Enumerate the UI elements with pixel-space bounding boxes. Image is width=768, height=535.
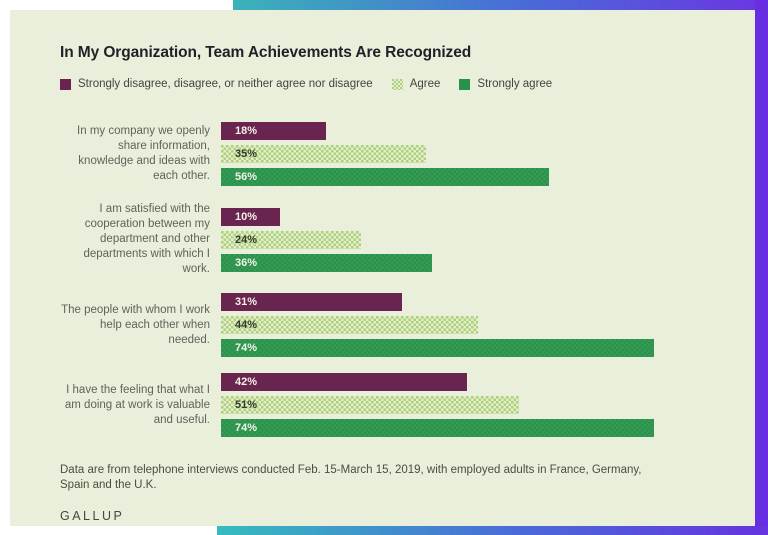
bar-value-label: 10%	[235, 210, 258, 223]
bar-disagree: 18%	[221, 122, 327, 140]
bar-strongly: 74%	[221, 419, 654, 437]
bar-disagree: 10%	[221, 207, 280, 226]
bar-stack: 10% 24% 36%	[221, 207, 715, 272]
bar-stack: 31% 44% 74%	[221, 293, 715, 357]
category-label: The people with whom I work help each ot…	[61, 303, 210, 346]
bar-disagree: 42%	[221, 373, 467, 391]
bar-strongly: 36%	[221, 253, 432, 272]
category-label: I have the feeling that what I am doing …	[64, 383, 210, 426]
bottom-accent-gradient-bar	[217, 526, 768, 535]
gallup-logo: GALLUP	[60, 509, 125, 523]
bar-chart: In my company we openly share informatio…	[60, 122, 715, 437]
bar-strongly: 56%	[221, 168, 549, 186]
legend-label: Agree	[409, 78, 441, 90]
bar-value-label: 18%	[235, 125, 258, 137]
bar-value-label: 51%	[235, 399, 258, 411]
bar-agree: 35%	[221, 145, 426, 163]
legend-item-agree: Agree	[391, 78, 441, 90]
bar-value-label: 56%	[235, 171, 258, 183]
bar-agree: 24%	[221, 230, 362, 249]
chart-card: In My Organization, Team Achievements Ar…	[10, 10, 755, 526]
bar-value-label: 74%	[235, 342, 258, 354]
legend-item-strongly: Strongly agree	[459, 78, 552, 90]
right-accent-bar	[755, 0, 768, 535]
bar-value-label: 24%	[235, 233, 258, 246]
bar-value-label: 31%	[235, 296, 258, 308]
chart-title: In My Organization, Team Achievements Ar…	[60, 44, 472, 61]
category-label: In my company we openly share informatio…	[77, 125, 210, 182]
legend-label: Strongly agree	[477, 78, 553, 90]
bar-value-label: 74%	[235, 422, 258, 434]
legend-label: Strongly disagree, disagree, or neither …	[78, 78, 373, 90]
bar-strongly: 74%	[221, 339, 654, 357]
top-accent-gradient-bar	[233, 0, 768, 11]
bar-stack: 42% 51% 74%	[221, 373, 715, 437]
chart-group: In my company we openly share informatio…	[60, 122, 715, 186]
bar-agree: 51%	[221, 396, 520, 414]
legend-swatch-agree-icon	[391, 78, 403, 90]
category-label: I am satisfied with the cooperation betw…	[83, 203, 210, 275]
bar-value-label: 42%	[235, 376, 258, 388]
footnote: Data are from telephone interviews condu…	[60, 464, 642, 491]
legend: Strongly disagree, disagree, or neither …	[60, 78, 715, 90]
bar-disagree: 31%	[221, 293, 403, 311]
legend-swatch-strongly-icon	[459, 78, 471, 90]
bar-value-label: 44%	[235, 319, 258, 331]
legend-swatch-disagree-icon	[60, 78, 71, 90]
bar-agree: 44%	[221, 316, 479, 334]
legend-item-disagree: Strongly disagree, disagree, or neither …	[60, 78, 373, 90]
chart-group: I am satisfied with the cooperation betw…	[60, 202, 715, 277]
bar-value-label: 36%	[235, 256, 258, 269]
chart-group: I have the feeling that what I am doing …	[60, 373, 715, 437]
bar-stack: 18% 35% 56%	[221, 122, 715, 186]
chart-group: The people with whom I work help each ot…	[60, 293, 715, 357]
bar-value-label: 35%	[235, 148, 258, 160]
